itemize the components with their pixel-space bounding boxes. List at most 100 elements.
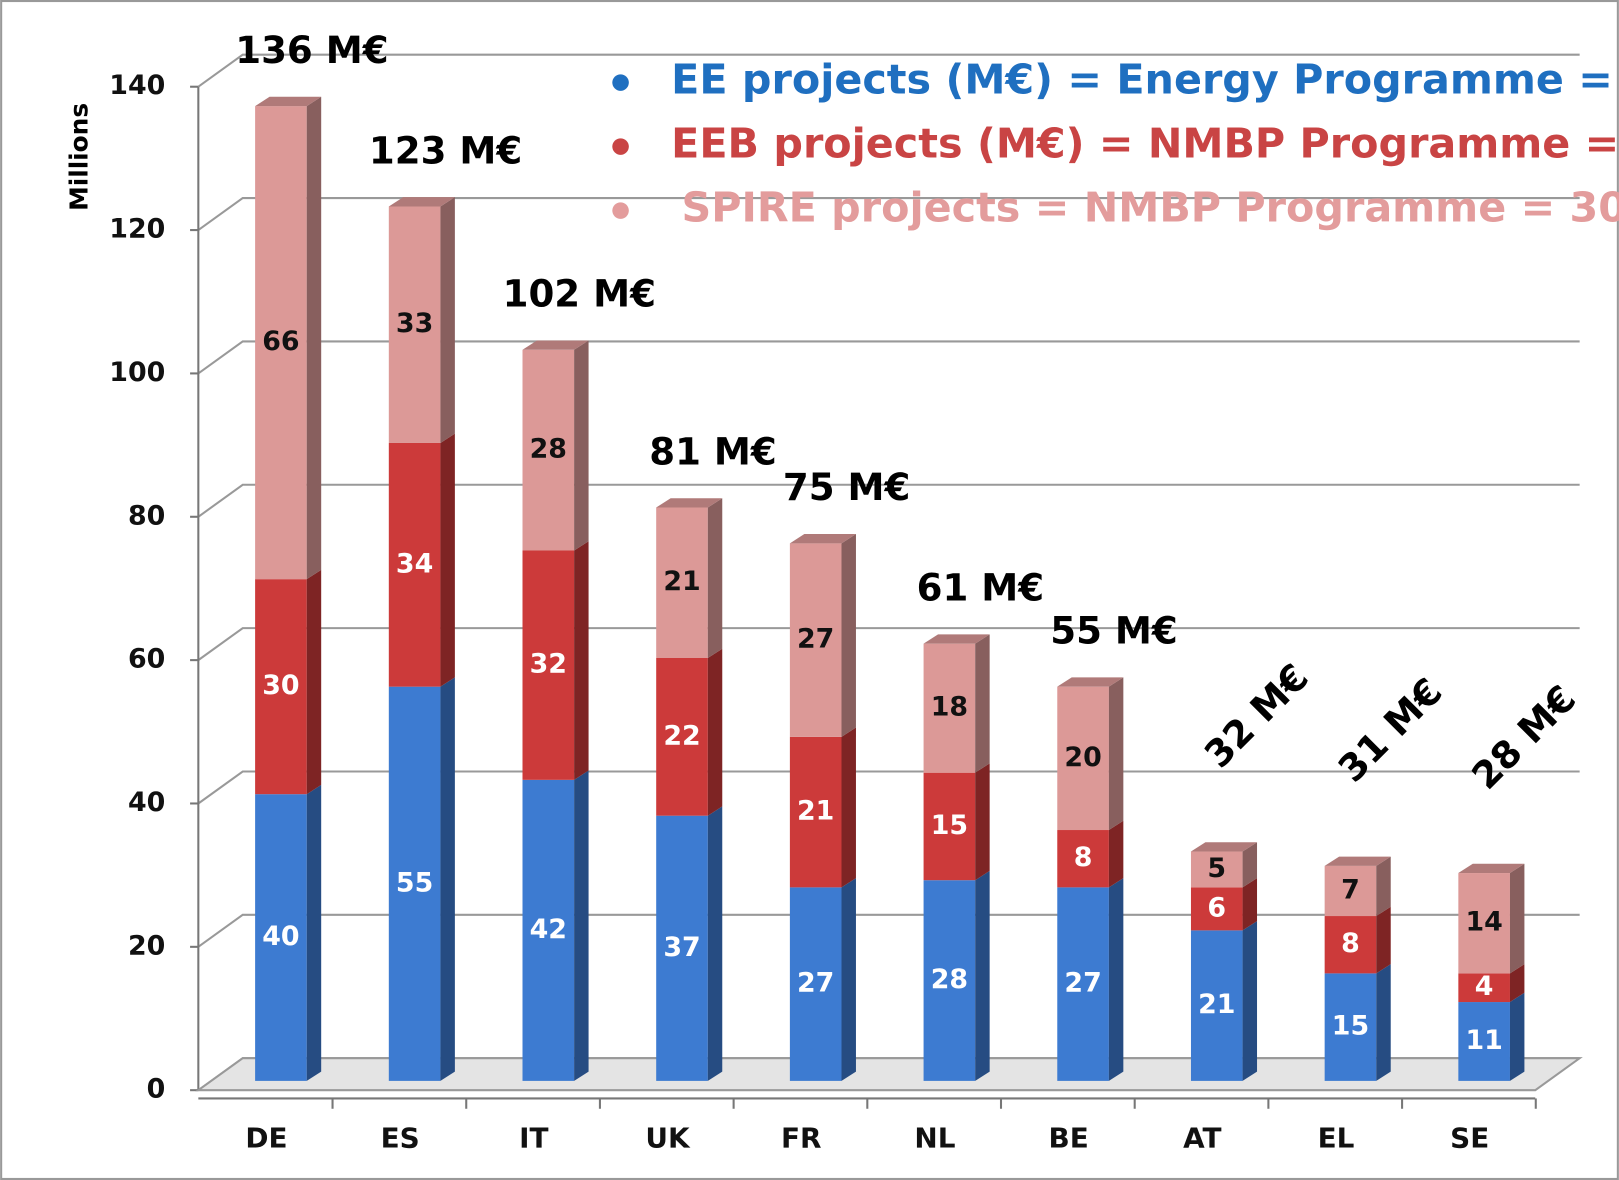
y-tick-label: 40 [128,787,165,818]
data-label: 32 [530,649,567,680]
bar-face [1324,856,1391,866]
bar-face [255,794,307,1081]
total-label: 102 M€ [503,273,656,316]
data-label: 55 [396,867,433,898]
total-label: 123 M€ [369,129,522,172]
bar-face [707,806,723,1081]
y-tick-label: 60 [128,644,165,675]
bar-segment [1458,964,1525,1003]
bar-face [1190,887,1243,931]
bar-face [574,770,589,1081]
bar-face [707,498,723,659]
bar-face [1190,930,1243,1081]
grid-line [197,340,1580,375]
bar-segment [656,806,723,1081]
bar-segment [789,878,856,1081]
bar-face [841,534,856,737]
bar-face [1190,851,1243,888]
x-tick-label: UK [645,1122,691,1155]
bar-face [923,634,990,644]
bar-face [975,870,990,1081]
bar-segment [1057,878,1124,1081]
data-label: 5 [1207,853,1226,884]
bar-segment [1324,964,1391,1081]
bar-face [574,541,589,780]
bar-face [388,686,441,1081]
bar-face [789,534,856,544]
data-label: 11 [1465,1025,1502,1056]
x-tick-label: AT [1183,1122,1221,1155]
data-label: 18 [931,692,968,723]
total-label: 75 M€ [783,466,910,509]
bar-face [1324,916,1377,974]
x-tick-label: ES [381,1122,420,1155]
bar-face [923,772,976,881]
bar-face [841,727,856,888]
data-label: 40 [262,921,299,952]
bar-segment [388,677,455,1081]
bar-face [1324,973,1377,1081]
bar-face [841,878,856,1081]
x-tick-label: BE [1048,1122,1088,1155]
bar-face [306,784,322,1081]
bar-face [1057,686,1109,831]
y-axis-label: Millions [65,103,94,211]
bar-face [388,442,441,687]
data-label: 15 [1332,1011,1369,1042]
grid-line [197,197,1580,231]
bar-face [1458,973,1510,1003]
data-label: 15 [931,810,968,841]
bar-face [1376,856,1391,917]
bar-face [1376,964,1391,1081]
bar-face [1190,842,1258,852]
data-label: 22 [663,720,700,751]
bar-segment [388,197,455,443]
bar-segment [656,498,723,659]
bar-segment [255,569,322,795]
y-tick-label: 80 [128,500,165,531]
data-label: 8 [1341,928,1360,959]
data-label: 4 [1475,971,1494,1002]
data-label: 6 [1207,892,1226,923]
bar-face [789,736,842,888]
bar-face [1242,842,1258,888]
data-label: 30 [262,670,299,701]
y-tick-label: 140 [109,70,165,101]
bar-face [574,340,589,551]
grid-line [197,627,1580,661]
bar-face [440,197,455,443]
bar-segment [522,770,589,1081]
data-label: 28 [931,964,968,995]
data-label: 27 [797,968,834,999]
bar-face [522,349,575,551]
bar-face [789,887,842,1081]
data-label: 21 [1198,989,1235,1020]
x-tick-label: FR [781,1122,821,1155]
y-tick-label: 20 [128,930,165,961]
data-label: 33 [396,308,433,339]
total-label: 61 M€ [917,566,1044,609]
bar-face [1458,863,1525,874]
bar-face [255,96,322,107]
data-label: 27 [797,624,834,655]
bar-face [1509,964,1525,1003]
x-tick-label: EL [1318,1122,1355,1155]
data-label: 66 [262,326,299,357]
legend-bullet [612,74,629,91]
data-label: 14 [1465,907,1502,938]
legend-bullet [612,202,629,219]
bar-face [1242,921,1258,1081]
bar-segment [388,433,455,687]
bar-face [789,543,842,737]
legend-label: SPIRE projects = NMBP Programme = 300 [681,184,1619,232]
bar-segment [1324,906,1391,974]
x-tick-label: IT [519,1122,548,1155]
bar-face [522,550,575,780]
bar-segment [1458,992,1525,1081]
bar-segment [789,727,856,888]
bar-face [656,498,723,508]
bar-face [388,206,441,443]
bar-face [1324,865,1377,917]
total-label: 81 M€ [649,430,776,473]
